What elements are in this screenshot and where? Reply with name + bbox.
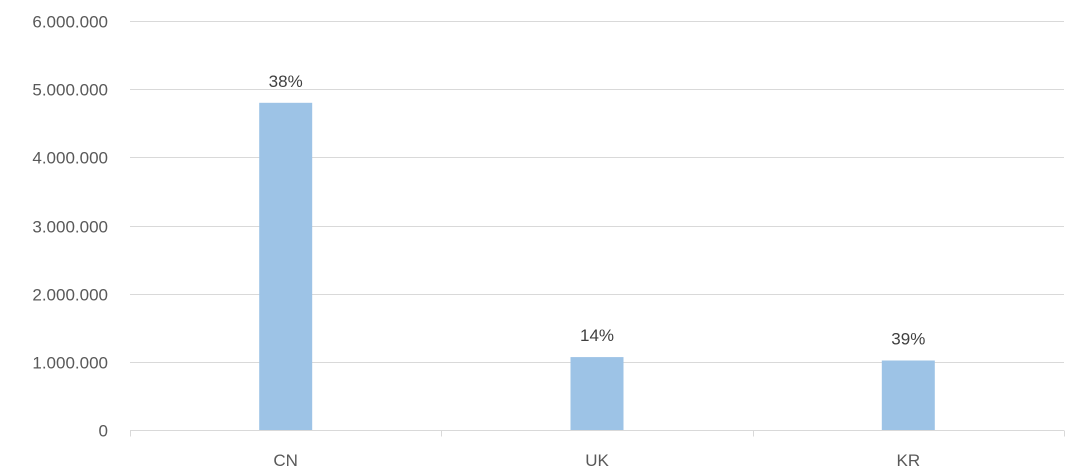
- labels: 0 1.000.000 2.000.000 3.000.000 4.000.000 5.0…: [32, 13, 925, 471]
- y-tick-label: 0: [99, 422, 108, 441]
- bars: [259, 102, 935, 431]
- x-tick-label: UK: [585, 451, 609, 470]
- data-label: 38%: [269, 72, 303, 91]
- x-tick-label: KR: [896, 451, 920, 470]
- data-label: 14%: [580, 326, 614, 345]
- bar-kr: [881, 360, 935, 430]
- axes: [130, 430, 1065, 437]
- x-tick-label: CN: [273, 451, 298, 470]
- y-tick-label: 4.000.000: [32, 149, 108, 168]
- y-tick-label: 5.000.000: [32, 81, 108, 100]
- data-label: 39%: [891, 330, 925, 349]
- y-tick-label: 1.000.000: [32, 354, 108, 373]
- bar-uk: [570, 357, 624, 430]
- y-tick-label: 3.000.000: [32, 218, 108, 237]
- bar-cn: [259, 102, 313, 431]
- y-tick-label: 2.000.000: [32, 286, 108, 305]
- y-tick-label: 6.000.000: [32, 13, 108, 32]
